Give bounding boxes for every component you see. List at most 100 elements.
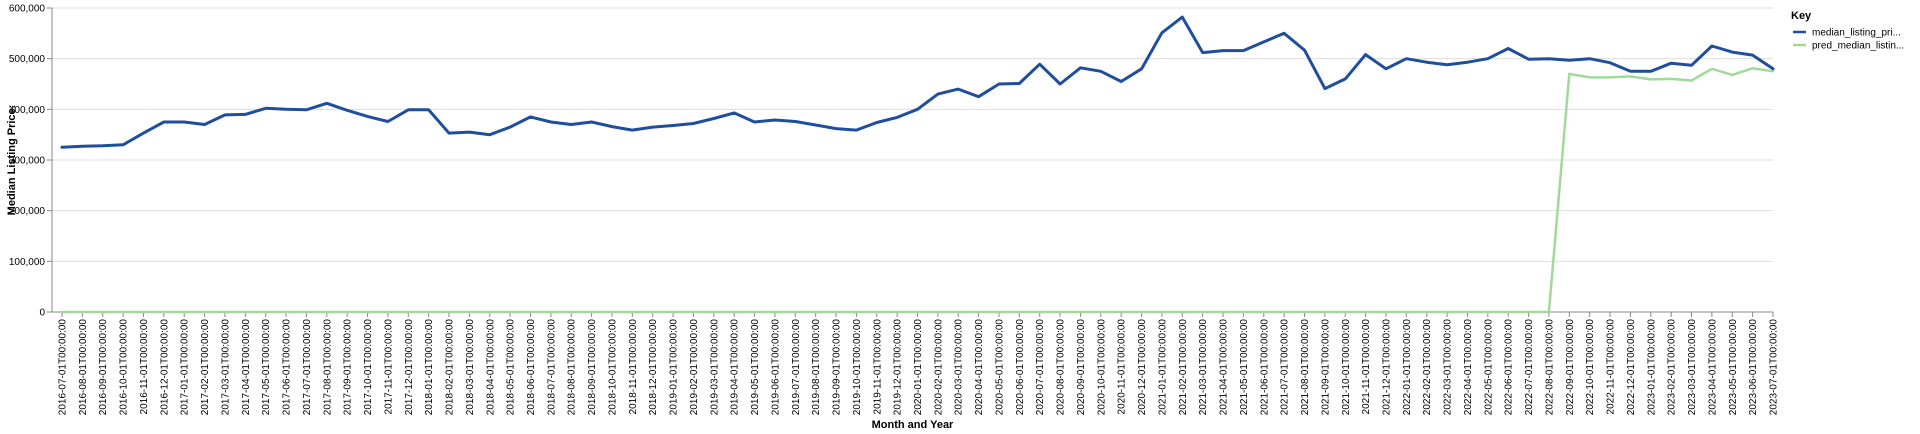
x-tick-label: 2017-06-01T00:00:00 [282,319,293,416]
y-tick-label: 100,000 [9,257,46,268]
x-tick-label: 2020-02-01T00:00:00 [933,319,944,416]
x-tick-label: 2017-03-01T00:00:00 [220,319,231,416]
x-tick-label: 2019-10-01T00:00:00 [852,319,863,416]
y-tick-label: 500,000 [9,54,46,65]
x-tick-label: 2016-09-01T00:00:00 [98,319,109,416]
x-tick-label: 2021-03-01T00:00:00 [1198,319,1209,416]
x-tick-label: 2019-06-01T00:00:00 [770,319,781,416]
x-tick-label: 2022-04-01T00:00:00 [1463,319,1474,416]
x-tick-label: 2022-07-01T00:00:00 [1524,319,1535,416]
x-tick-label: 2021-12-01T00:00:00 [1381,319,1392,416]
x-tick-label: 2019-05-01T00:00:00 [750,319,761,416]
legend: Key median_listing_pri... pred_median_lis… [1791,10,1904,52]
x-tick-label: 2023-05-01T00:00:00 [1728,319,1739,416]
x-tick-label: 2020-01-01T00:00:00 [913,319,924,416]
x-tick-label: 2019-03-01T00:00:00 [709,319,720,416]
x-tick-label: 2023-06-01T00:00:00 [1748,319,1759,416]
x-tick-label: 2018-01-01T00:00:00 [424,319,435,416]
x-tick-label: 2021-08-01T00:00:00 [1300,319,1311,416]
x-tick-label: 2022-06-01T00:00:00 [1504,319,1515,416]
x-tick-label: 2020-08-01T00:00:00 [1056,319,1067,416]
x-tick-label: 2022-09-01T00:00:00 [1565,319,1576,416]
x-tick-label: 2020-03-01T00:00:00 [954,319,965,416]
x-tick-label: 2023-02-01T00:00:00 [1667,319,1678,416]
x-tick-label: 2018-02-01T00:00:00 [445,319,456,416]
gridlines [52,7,1773,313]
x-tick-label: 2018-07-01T00:00:00 [546,319,557,416]
x-tick-label: 2021-02-01T00:00:00 [1178,319,1189,416]
x-tick-label: 2019-12-01T00:00:00 [893,319,904,416]
x-tick-label: 2023-01-01T00:00:00 [1646,319,1657,416]
x-tick-label: 2022-02-01T00:00:00 [1422,319,1433,416]
legend-label: pred_median_listin... [1812,41,1904,52]
x-tick-label: 2022-08-01T00:00:00 [1544,319,1555,416]
x-tick-label: 2017-01-01T00:00:00 [180,319,191,416]
x-tick-label: 2018-11-01T00:00:00 [628,319,639,415]
x-tick-label: 2016-11-01T00:00:00 [139,319,150,415]
x-tick-label: 2017-11-01T00:00:00 [383,319,394,415]
x-tick-label: 2019-01-01T00:00:00 [669,319,680,416]
x-tick-label: 2021-09-01T00:00:00 [1320,319,1331,416]
x-tick-label: 2022-12-01T00:00:00 [1626,319,1637,416]
x-tick-label: 2018-04-01T00:00:00 [485,319,496,416]
x-tick-label: 2020-05-01T00:00:00 [994,319,1005,416]
x-tick-label: 2018-08-01T00:00:00 [567,319,578,416]
x-tick-label: 2020-09-01T00:00:00 [1076,319,1087,416]
x-tick-label: 2021-07-01T00:00:00 [1280,319,1291,416]
legend-title: Key [1791,10,1812,22]
x-tick-label: 2017-08-01T00:00:00 [322,319,333,416]
x-tick-label: 2022-03-01T00:00:00 [1443,319,1454,416]
y-tick-label: 400,000 [9,105,46,116]
x-tick-label: 2017-10-01T00:00:00 [363,319,374,416]
y-tick-label: 0 [39,308,45,319]
x-tick-label: 2016-10-01T00:00:00 [119,319,130,416]
x-tick-label: 2019-07-01T00:00:00 [791,319,802,416]
x-tick-label: 2018-03-01T00:00:00 [465,319,476,416]
x-axis: 2016-07-01T00:00:00 2016-08-01T00:00:00 20… [52,311,1780,416]
x-tick-label: 2022-01-01T00:00:00 [1402,319,1413,416]
x-tick-label: 2022-10-01T00:00:00 [1585,319,1596,416]
legend-label: median_listing_pri... [1812,28,1901,39]
series-line-median-listing-price [60,15,1775,149]
x-tick-label: 2023-07-01T00:00:00 [1769,319,1780,416]
x-tick-label: 2017-09-01T00:00:00 [343,319,354,416]
x-tick-label: 2021-01-01T00:00:00 [1157,319,1168,416]
y-axis: 0 100,000 200,000 300,000 400,000 500,000 600,… [9,4,53,319]
x-tick-label: 2022-05-01T00:00:00 [1483,319,1494,416]
x-tick-label: 2020-12-01T00:00:00 [1137,319,1148,416]
x-tick-label: 2017-12-01T00:00:00 [404,319,415,416]
x-tick-label: 2021-11-01T00:00:00 [1361,319,1372,415]
x-tick-label: 2021-04-01T00:00:00 [1219,319,1230,416]
x-tick-label: 2020-11-01T00:00:00 [1117,319,1128,415]
x-tick-label: 2020-06-01T00:00:00 [1015,319,1026,416]
y-tick-label: 200,000 [9,206,46,217]
x-tick-label: 2019-09-01T00:00:00 [832,319,843,416]
x-tick-label: 2018-12-01T00:00:00 [648,319,659,416]
x-tick-label: 2017-05-01T00:00:00 [261,319,272,416]
x-tick-label: 2019-11-01T00:00:00 [872,319,883,415]
x-tick-label: 2021-06-01T00:00:00 [1259,319,1270,416]
x-tick-label: 2021-05-01T00:00:00 [1239,319,1250,416]
x-tick-label: 2023-04-01T00:00:00 [1707,319,1718,416]
x-tick-label: 2018-06-01T00:00:00 [526,319,537,416]
x-tick-label: 2018-09-01T00:00:00 [587,319,598,416]
x-tick-label: 2022-11-01T00:00:00 [1606,319,1617,415]
x-tick-label: 2017-02-01T00:00:00 [200,319,211,416]
x-tick-label: 2023-03-01T00:00:00 [1687,319,1698,416]
y-tick-label: 300,000 [9,156,46,167]
y-tick-label: 600,000 [9,4,46,15]
series-line-pred-median-listing-price [60,67,1775,314]
x-tick-label: 2020-04-01T00:00:00 [974,319,985,416]
x-axis-title: Month and Year [872,419,954,431]
x-tick-label: 2016-07-01T00:00:00 [58,319,69,416]
x-tick-label: 2020-07-01T00:00:00 [1035,319,1046,416]
x-tick-label: 2020-10-01T00:00:00 [1096,319,1107,416]
y-axis-title: Median Listing Price: [6,105,18,216]
x-tick-label: 2017-04-01T00:00:00 [241,319,252,416]
series-lines [60,15,1775,314]
x-tick-label: 2018-05-01T00:00:00 [506,319,517,416]
x-tick-label: 2021-10-01T00:00:00 [1341,319,1352,416]
x-tick-label: 2016-08-01T00:00:00 [78,319,89,416]
x-tick-label: 2019-08-01T00:00:00 [811,319,822,416]
